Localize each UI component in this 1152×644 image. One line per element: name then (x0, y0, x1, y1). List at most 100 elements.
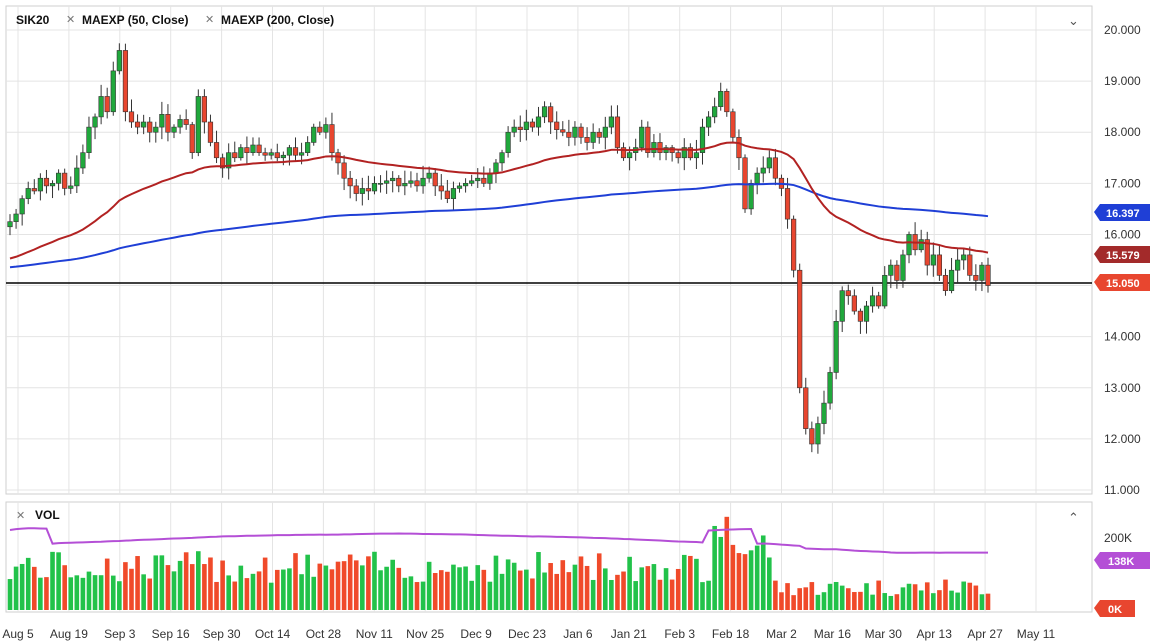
candle (608, 116, 614, 128)
candle (748, 183, 754, 210)
candle (62, 172, 68, 189)
candle (86, 126, 92, 153)
volume-bar (347, 554, 353, 610)
candle (942, 275, 949, 291)
candle (323, 124, 329, 133)
candle (973, 275, 979, 281)
candle (183, 119, 189, 125)
remove-volume-icon[interactable]: ✕ (16, 509, 25, 522)
candle (165, 114, 171, 133)
volume-bar (329, 569, 335, 610)
volume-bar (25, 557, 31, 610)
volume-bar (645, 566, 651, 610)
chevron-down-icon[interactable]: ⌄ (1068, 14, 1079, 29)
candle (92, 116, 98, 128)
candle (396, 177, 402, 187)
volume-bar (92, 575, 98, 610)
volume-bar (129, 568, 134, 610)
candle (147, 121, 153, 133)
candle (329, 124, 335, 153)
candle (159, 114, 165, 128)
volume-bar (584, 565, 590, 610)
candle (213, 142, 220, 159)
candle (426, 172, 432, 179)
candle (620, 147, 627, 159)
candle (639, 126, 645, 148)
candle (985, 264, 991, 286)
volume-bar (718, 536, 724, 610)
remove-ma200-icon[interactable]: ✕ (205, 13, 214, 26)
volume-bar (7, 579, 13, 610)
volume-bar (821, 592, 827, 610)
volume-bar (250, 573, 256, 610)
remove-ma50-icon[interactable]: ✕ (66, 13, 75, 26)
volume-bar (924, 582, 930, 610)
candle (797, 269, 803, 389)
chevron-up-icon[interactable]: ⌃ (1068, 511, 1079, 526)
volume-bar (62, 565, 67, 610)
volume-bar (426, 561, 432, 610)
volume-bar (123, 562, 128, 610)
volume-bar (505, 559, 511, 610)
candle (803, 387, 809, 429)
volume-bar (19, 563, 25, 610)
volume-bar (967, 582, 973, 610)
volume-bar (38, 577, 43, 610)
volume-bar (80, 577, 86, 610)
candle (432, 172, 438, 187)
volume-bar (262, 557, 268, 610)
volume-bar (414, 582, 420, 610)
candle (55, 172, 62, 184)
volume-bar (931, 593, 936, 610)
candle (730, 111, 736, 138)
candle (736, 137, 742, 159)
volume-bar (888, 595, 894, 610)
candle (359, 188, 365, 194)
xtick-label: Mar 16 (814, 627, 852, 641)
candle (541, 106, 548, 118)
xtick-label: Apr 27 (967, 627, 1003, 641)
candle (456, 185, 463, 189)
candle (948, 269, 955, 291)
volume-bar (13, 566, 19, 610)
volume-bar (104, 558, 110, 610)
candle (298, 152, 305, 156)
candle (675, 152, 681, 159)
candle (153, 126, 159, 133)
volume-bar (244, 578, 250, 610)
xtick-label: Nov 25 (406, 627, 444, 641)
candle (548, 106, 554, 123)
volume-bar (894, 594, 900, 610)
volume-bar (475, 565, 481, 610)
volume-bar (627, 556, 632, 610)
candle (414, 180, 420, 187)
candle (201, 96, 207, 123)
volume-bar (809, 582, 815, 610)
volume-bar (147, 578, 153, 610)
volume-bar (633, 581, 638, 610)
volume-bar (639, 567, 645, 610)
volume-bar (852, 592, 857, 610)
volume-bar (281, 569, 286, 610)
svg-text:15.050: 15.050 (1106, 278, 1140, 290)
volume-bar (487, 581, 493, 610)
volume-bar (159, 555, 165, 610)
volume-bar (949, 590, 954, 610)
ytick-label: 19.000 (1104, 74, 1141, 88)
volume-bar (499, 573, 505, 610)
ma200-legend[interactable]: MAEXP (200, Close) (221, 13, 334, 27)
candle (262, 152, 268, 156)
ma50-legend[interactable]: MAEXP (50, Close) (82, 13, 188, 27)
xtick-label: Oct 14 (255, 627, 291, 641)
candle (839, 290, 845, 322)
candle (238, 147, 244, 159)
volume-bar (596, 553, 602, 610)
volume-bar (323, 565, 329, 610)
candle (560, 129, 566, 133)
candle (967, 254, 973, 276)
volume-legend[interactable]: VOL (35, 508, 60, 522)
candle (882, 275, 888, 307)
candle (815, 423, 821, 445)
volume-bar (238, 565, 244, 610)
